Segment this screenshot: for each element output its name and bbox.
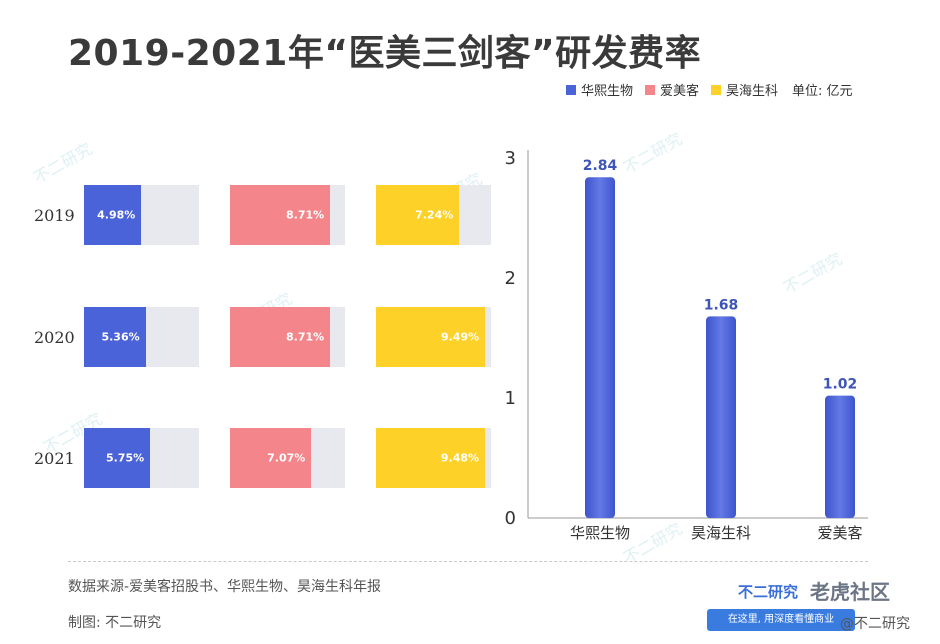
rate-bar-track: 7.07% — [230, 428, 345, 488]
rate-bar-track: 8.71% — [230, 307, 345, 367]
legend-swatch — [566, 84, 576, 95]
rate-data-label: 8.71% — [286, 208, 325, 222]
rd-expense-chart: 0 1 2 3 2.84 华熙生物 1.68 昊海生科 1.02 爱美客 — [505, 148, 868, 542]
rate-bar-track: 8.71% — [230, 185, 345, 245]
rate-bar-track: 5.75% — [84, 428, 199, 488]
chart-maker: 制图: 不二研究 — [68, 615, 162, 631]
rate-data-label: 9.48% — [440, 451, 480, 465]
bar-value-label: 1.02 — [823, 377, 858, 393]
rate-bar — [84, 428, 151, 488]
site-watermark: 老虎社区 — [810, 580, 890, 604]
legend-item-aimeike: 爱美客 — [645, 80, 699, 99]
rd-expense-bar — [706, 316, 736, 518]
legend-item-huaxi: 华熙生物 — [566, 80, 633, 99]
rate-bar-track: 9.49% — [376, 307, 491, 367]
x-tick-label: 昊海生科 — [691, 524, 751, 542]
year-label: 2021 — [34, 449, 75, 468]
rate-data-label: 9.49% — [440, 330, 480, 344]
rate-bar — [230, 185, 331, 245]
rate-bar — [376, 185, 460, 245]
x-tick-label: 爱美客 — [817, 524, 862, 542]
unit-label: 单位: 亿元 — [792, 84, 853, 99]
brand-slogan: 在这里, 用深度看懂商业 — [707, 609, 855, 631]
rate-bar — [376, 428, 486, 488]
rate-bar — [230, 307, 331, 367]
bar-value-label: 1.68 — [704, 297, 739, 313]
rate-data-label: 5.75% — [105, 451, 145, 465]
rate-bar-track: 7.24% — [376, 185, 491, 245]
bar-value-label: 2.84 — [583, 158, 618, 174]
data-source: 数据来源-爱美客招股书、华熙生物、昊海生科年报 — [68, 579, 382, 595]
chart-title: 2019-2021年“医美三剑客”研发费率 — [68, 33, 702, 74]
rate-data-label: 8.71% — [286, 330, 325, 344]
rate-data-label: 4.98% — [97, 208, 136, 222]
rate-data-label: 5.36% — [101, 330, 140, 344]
year-label: 2019 — [34, 206, 75, 225]
legend-label: 昊海生科 — [726, 84, 779, 99]
y-tick-label: 2 — [505, 268, 516, 289]
rate-bar-track: 4.98% — [84, 185, 199, 245]
legend-swatch — [645, 84, 656, 95]
rate-bar-track: 9.48% — [376, 428, 491, 488]
rate-bar — [84, 307, 146, 367]
rate-bar — [230, 428, 312, 488]
legend-label: 爱美客 — [660, 84, 700, 99]
legend-swatch — [711, 84, 722, 95]
legend: 华熙生物 爱美客 昊海生科 单位: 亿元 — [566, 80, 853, 99]
handle-watermark: @不二研究 — [840, 616, 910, 632]
rate-bar — [84, 185, 142, 245]
rate-data-label: 7.07% — [267, 451, 306, 465]
rd-expense-bar — [585, 177, 615, 518]
legend-item-haohai: 昊海生科 — [711, 80, 778, 99]
x-tick-label: 华熙生物 — [570, 524, 630, 542]
year-label: 2020 — [34, 328, 75, 347]
y-tick-label: 1 — [505, 388, 516, 409]
y-tick-label: 3 — [505, 148, 516, 169]
brand-logo: 不二研究 — [738, 583, 799, 601]
rd-expense-bar — [825, 395, 855, 518]
footer-divider — [68, 561, 868, 562]
rate-bar-track: 5.36% — [84, 307, 199, 367]
legend-label: 华熙生物 — [581, 84, 634, 99]
rate-bar — [376, 307, 486, 367]
y-tick-label: 0 — [505, 508, 516, 529]
rate-data-label: 7.24% — [415, 208, 454, 222]
